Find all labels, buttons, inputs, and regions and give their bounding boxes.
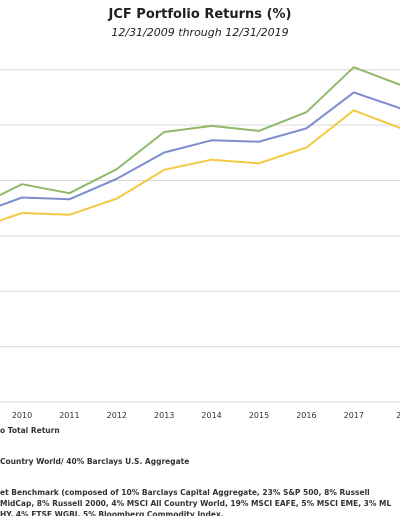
x-tick-label: 2011 bbox=[59, 411, 79, 420]
chart-title: JCF Portfolio Returns (%) bbox=[108, 7, 292, 22]
x-tick-label: 20 bbox=[396, 411, 400, 420]
x-tick-label: 2017 bbox=[344, 411, 364, 420]
series-lines bbox=[0, 66, 400, 222]
x-axis-tick-labels: 2010 2011 2012 2013 2014 2015 2016 2017 20 bbox=[12, 411, 400, 420]
series-line-2 bbox=[0, 91, 400, 207]
x-tick-label: 2015 bbox=[249, 411, 269, 420]
x-tick-label: 2013 bbox=[154, 411, 174, 420]
gridlines bbox=[0, 69, 400, 403]
x-tick-label: 2016 bbox=[296, 411, 316, 420]
series-line-1 bbox=[0, 66, 400, 197]
x-tick-label: 2012 bbox=[107, 411, 127, 420]
x-tick-label: 2010 bbox=[12, 411, 32, 420]
legend-item-benchmark: et Benchmark (composed of 10% Barclays C… bbox=[0, 488, 392, 516]
legend-item-total-return: o Total Return bbox=[0, 426, 60, 435]
chart-subtitle: 12/31/2009 through 12/31/2019 bbox=[111, 26, 289, 39]
series-line-3 bbox=[0, 109, 400, 222]
x-tick-label: 2014 bbox=[201, 411, 221, 420]
legend-item-country-world-aggregate: Country World/ 40% Barclays U.S. Aggrega… bbox=[0, 457, 190, 466]
